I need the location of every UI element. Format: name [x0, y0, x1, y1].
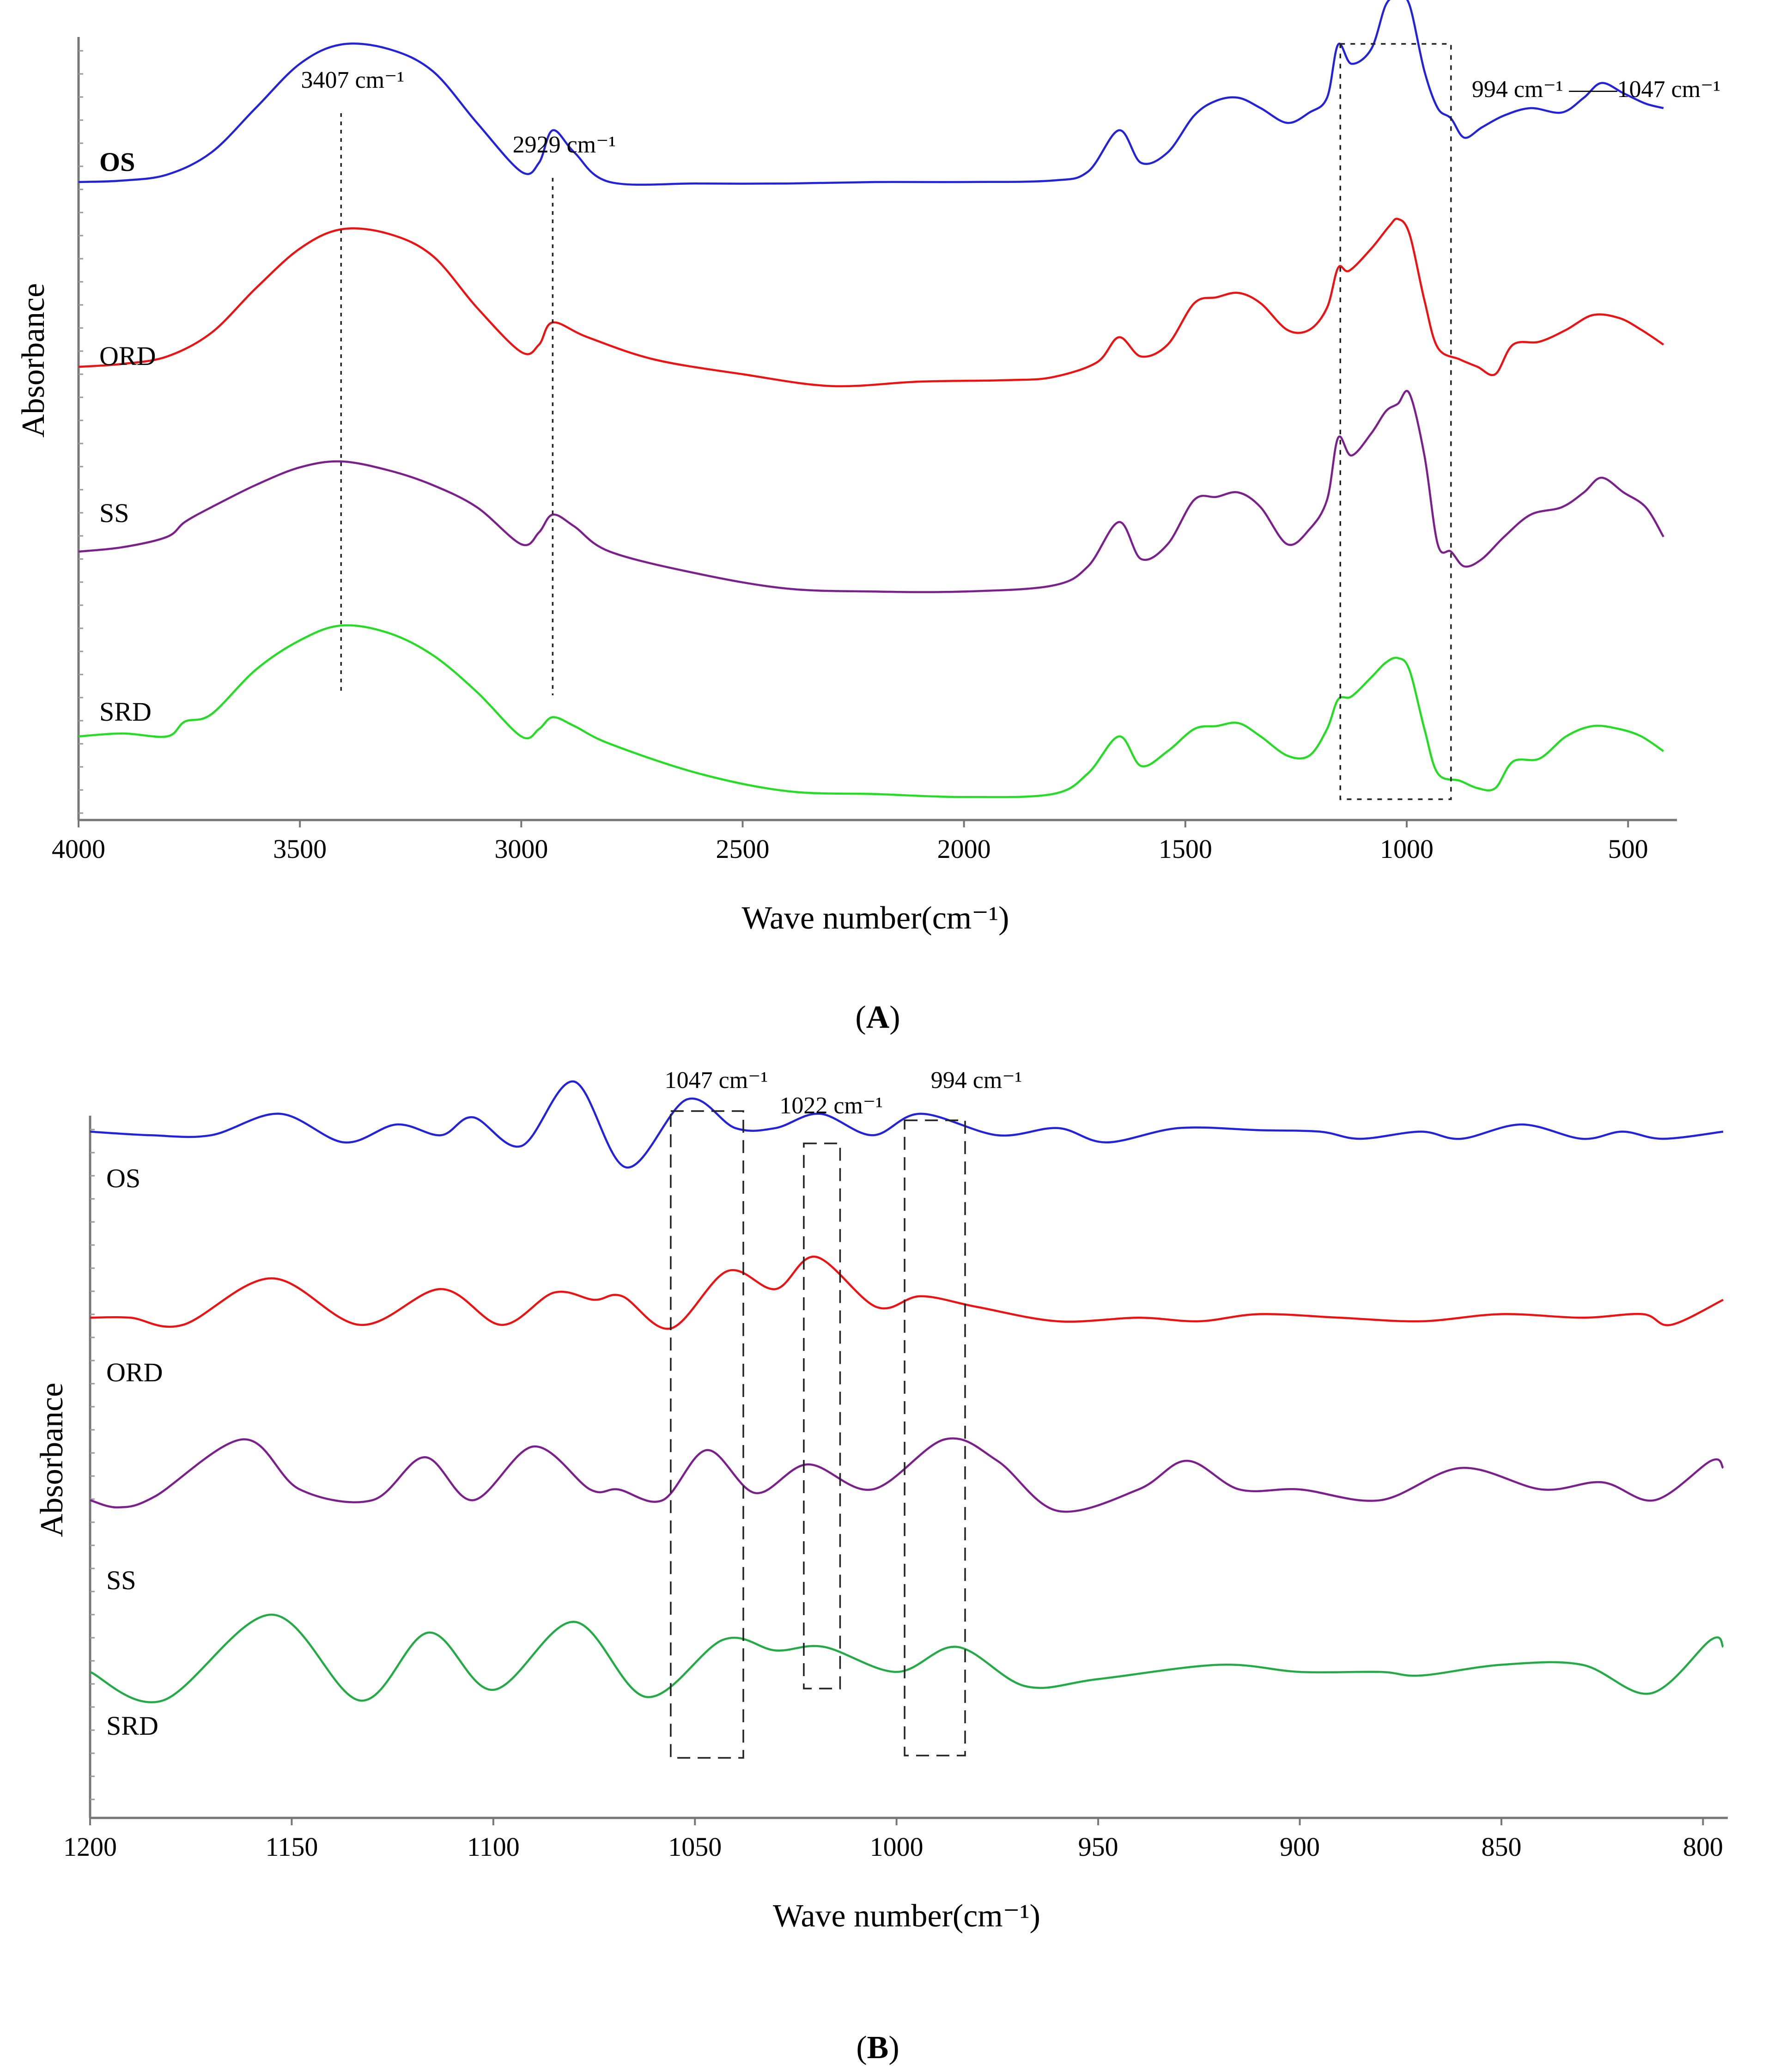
- series-label-ss: SS: [99, 498, 129, 528]
- series-line-os: [78, 0, 1664, 186]
- x-tick-label: 1500: [1159, 834, 1212, 864]
- y-axis-title: Absorbance: [34, 1383, 70, 1537]
- series-label-ss: SS: [106, 1565, 136, 1595]
- series-line-ss: [78, 389, 1665, 593]
- x-tick-label: 950: [1078, 1832, 1118, 1862]
- x-tick-label: 2000: [937, 834, 991, 864]
- x-tick-label: 1000: [1380, 834, 1434, 864]
- panel-b-letter: B: [867, 2030, 889, 2066]
- annotation-label: 1047 cm⁻¹: [665, 1067, 768, 1094]
- annotation-label: 994 cm⁻¹ ——1047 cm⁻¹: [1472, 76, 1720, 103]
- x-tick-label: 3500: [273, 834, 327, 864]
- panel-a-label: (A): [855, 1000, 900, 1035]
- x-tick-label: 4000: [52, 834, 105, 864]
- y-axis-title: Absorbance: [16, 283, 51, 437]
- x-tick-label: 1200: [63, 1832, 117, 1862]
- annotation-label: 1022 cm⁻¹: [779, 1093, 883, 1119]
- annotation-box: [1339, 43, 1452, 800]
- annotation-box: [904, 1119, 966, 1756]
- annotation-label: 994 cm⁻¹: [931, 1067, 1022, 1094]
- series-label-os: OS: [106, 1163, 140, 1193]
- series-line-ss: [90, 1437, 1724, 1513]
- annotation-box: [670, 1110, 744, 1759]
- x-tick-label: 800: [1683, 1832, 1723, 1862]
- x-tick-label: 1150: [265, 1832, 318, 1862]
- series-line-os: [90, 1080, 1724, 1169]
- x-axis-title: Wave number(cm⁻¹): [741, 900, 1009, 936]
- x-tick-label: 500: [1608, 834, 1648, 864]
- series-line-srd: [90, 1613, 1724, 1703]
- x-tick-label: 3000: [494, 834, 548, 864]
- panel-b: 1200 1150 1100 1050 1000 950 900 850 800 Wave num…: [34, 1067, 1728, 1934]
- series-label-os: OS: [99, 147, 135, 177]
- series-label-ord: ORD: [99, 341, 156, 371]
- x-axis-title: Wave number(cm⁻¹): [773, 1898, 1040, 1934]
- panel-a-letter: A: [866, 1000, 890, 1035]
- x-tick-label: 1050: [668, 1832, 722, 1862]
- x-tick-label: 1100: [467, 1832, 520, 1862]
- series-line-ord: [78, 218, 1665, 388]
- x-tick-label: 900: [1280, 1832, 1320, 1862]
- x-tick-label: 2500: [716, 834, 770, 864]
- annotation-label: 2929 cm⁻¹: [513, 132, 616, 158]
- annotation-box: [803, 1142, 841, 1689]
- series-line-ord: [90, 1256, 1724, 1330]
- panel-a: 4000 3500 3000 2500 2000 1500 1000 500 Wave numb…: [16, 0, 1720, 936]
- series-line-srd: [78, 624, 1665, 798]
- series-label-srd: SRD: [106, 1711, 158, 1741]
- annotation-label: 3407 cm⁻¹: [301, 67, 405, 93]
- series-label-ord: ORD: [106, 1357, 163, 1387]
- x-tick-label: 850: [1481, 1832, 1521, 1862]
- series-label-srd: SRD: [99, 697, 152, 727]
- x-tick-label: 1000: [870, 1832, 923, 1862]
- panel-b-label: (B): [856, 2030, 899, 2066]
